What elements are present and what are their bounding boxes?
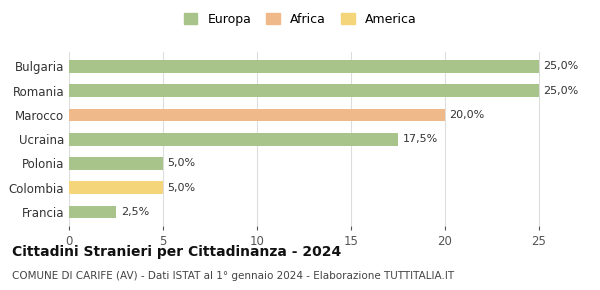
Bar xyxy=(69,157,163,170)
Bar xyxy=(69,133,398,146)
Text: 2,5%: 2,5% xyxy=(121,207,149,217)
Bar xyxy=(69,84,539,97)
Text: 20,0%: 20,0% xyxy=(449,110,485,120)
Text: 5,0%: 5,0% xyxy=(167,158,196,168)
Bar xyxy=(69,206,116,218)
Text: Cittadini Stranieri per Cittadinanza - 2024: Cittadini Stranieri per Cittadinanza - 2… xyxy=(12,245,341,259)
Text: 25,0%: 25,0% xyxy=(544,61,579,71)
Text: 25,0%: 25,0% xyxy=(544,86,579,96)
Bar xyxy=(69,182,163,194)
Text: 17,5%: 17,5% xyxy=(403,134,438,144)
Legend: Europa, Africa, America: Europa, Africa, America xyxy=(180,9,420,30)
Bar xyxy=(69,60,539,73)
Text: COMUNE DI CARIFE (AV) - Dati ISTAT al 1° gennaio 2024 - Elaborazione TUTTITALIA.: COMUNE DI CARIFE (AV) - Dati ISTAT al 1°… xyxy=(12,271,454,281)
Bar xyxy=(69,109,445,121)
Text: 5,0%: 5,0% xyxy=(167,183,196,193)
